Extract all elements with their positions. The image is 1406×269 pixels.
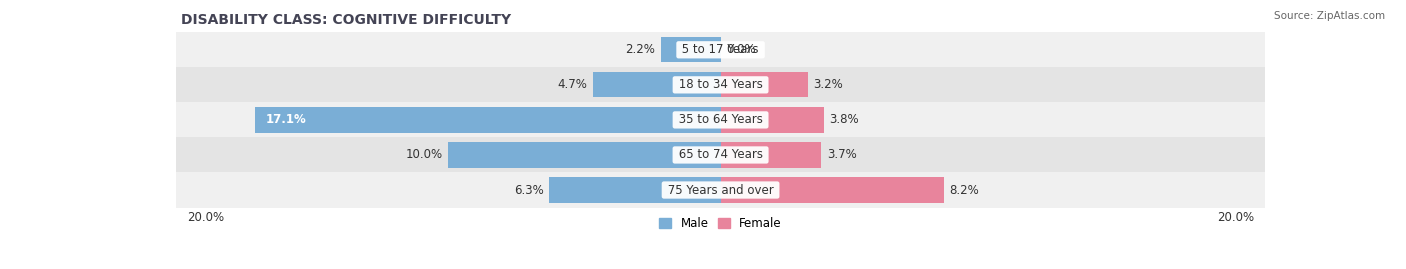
Legend: Male, Female: Male, Female bbox=[655, 212, 786, 235]
Text: 5 to 17 Years: 5 to 17 Years bbox=[679, 43, 762, 56]
Text: Source: ZipAtlas.com: Source: ZipAtlas.com bbox=[1274, 11, 1385, 21]
Text: 75 Years and over: 75 Years and over bbox=[664, 183, 778, 197]
Text: 17.1%: 17.1% bbox=[266, 114, 307, 126]
Text: 20.0%: 20.0% bbox=[1218, 211, 1254, 224]
Bar bbox=[176, 67, 1265, 102]
Text: 2.2%: 2.2% bbox=[626, 43, 655, 56]
Text: 0.0%: 0.0% bbox=[725, 43, 755, 56]
Text: 4.7%: 4.7% bbox=[557, 78, 588, 91]
Bar bbox=[449, 142, 721, 168]
Text: 18 to 34 Years: 18 to 34 Years bbox=[675, 78, 766, 91]
Bar bbox=[176, 102, 1265, 137]
Text: 3.8%: 3.8% bbox=[830, 114, 859, 126]
Text: 6.3%: 6.3% bbox=[513, 183, 544, 197]
Text: 3.2%: 3.2% bbox=[813, 78, 844, 91]
Text: DISABILITY CLASS: COGNITIVE DIFFICULTY: DISABILITY CLASS: COGNITIVE DIFFICULTY bbox=[181, 13, 512, 27]
Bar bbox=[592, 72, 721, 97]
Text: 3.7%: 3.7% bbox=[827, 148, 856, 161]
Bar bbox=[254, 107, 721, 133]
Bar bbox=[548, 177, 721, 203]
Bar bbox=[176, 172, 1265, 208]
Text: 8.2%: 8.2% bbox=[949, 183, 979, 197]
Bar bbox=[721, 177, 943, 203]
Text: 35 to 64 Years: 35 to 64 Years bbox=[675, 114, 766, 126]
Bar bbox=[176, 137, 1265, 172]
Text: 65 to 74 Years: 65 to 74 Years bbox=[675, 148, 766, 161]
Bar bbox=[176, 32, 1265, 67]
Bar bbox=[721, 107, 824, 133]
Text: 10.0%: 10.0% bbox=[405, 148, 443, 161]
Bar bbox=[661, 37, 721, 62]
Text: 20.0%: 20.0% bbox=[187, 211, 224, 224]
Bar bbox=[721, 72, 808, 97]
Bar bbox=[721, 142, 821, 168]
